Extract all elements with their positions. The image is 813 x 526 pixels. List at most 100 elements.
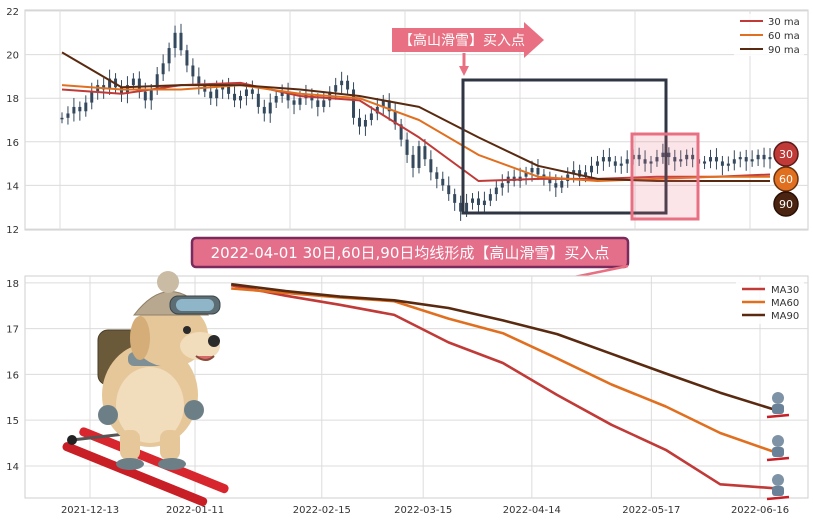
candle-body bbox=[167, 48, 171, 64]
candle-body bbox=[137, 78, 141, 92]
candle-body bbox=[714, 157, 718, 162]
candle-body bbox=[399, 124, 403, 140]
candle-body bbox=[720, 161, 724, 166]
top-y-tick-label: 18 bbox=[6, 94, 19, 105]
candle-body bbox=[703, 161, 707, 164]
goggles-lens bbox=[176, 299, 214, 311]
candle-body bbox=[548, 178, 552, 184]
bottom-x-tick-label: 2022-06-16 bbox=[731, 505, 789, 516]
legend-label-90ma: 90 ma bbox=[768, 45, 800, 56]
candle-body bbox=[179, 32, 183, 51]
candle-body bbox=[607, 157, 611, 162]
candle-body bbox=[679, 159, 683, 162]
skier-icon-2 bbox=[766, 435, 790, 462]
candle-body bbox=[363, 120, 367, 127]
arrow-shape bbox=[392, 22, 544, 58]
candle-body bbox=[619, 163, 623, 166]
bottom-y-tick-label: 16 bbox=[6, 370, 19, 381]
candle-body bbox=[352, 89, 356, 118]
top-y-tick-label: 22 bbox=[6, 7, 19, 18]
candle-body bbox=[685, 154, 689, 160]
bottom-x-tick-label: 2022-03-15 bbox=[394, 505, 452, 516]
candle-body bbox=[149, 89, 153, 101]
bottom-x-ticks: 2021-12-13 2022-01-11 2022-02-15 2022-03-15… bbox=[61, 505, 789, 516]
dog-ear bbox=[130, 316, 150, 360]
candle-body bbox=[387, 100, 391, 112]
bottom-y-tick-label: 14 bbox=[6, 462, 19, 473]
buy-point-label: 【高山滑雪】买入点 bbox=[399, 32, 525, 49]
dog-eye bbox=[183, 326, 191, 334]
downtrend-box bbox=[461, 78, 668, 215]
boot-left bbox=[116, 458, 144, 470]
legend-label-60ma: 60 ma bbox=[768, 31, 800, 42]
candle-body bbox=[649, 161, 653, 164]
candle-body bbox=[72, 106, 76, 114]
candle-body bbox=[292, 100, 296, 105]
candle-body bbox=[661, 152, 665, 158]
candle-body bbox=[60, 117, 64, 120]
candle-body bbox=[357, 117, 361, 127]
candle-body bbox=[762, 154, 766, 160]
candle-body bbox=[369, 113, 373, 120]
candle-body bbox=[405, 139, 409, 155]
candle-body bbox=[209, 91, 213, 99]
boot-right bbox=[158, 458, 186, 470]
candle-body bbox=[524, 172, 528, 177]
dog-mouth bbox=[195, 355, 215, 361]
badge-30 bbox=[773, 141, 799, 167]
candle-body bbox=[119, 87, 123, 94]
candle-body bbox=[340, 80, 344, 86]
banner-box bbox=[190, 236, 630, 269]
legend-label-ma60: MA60 bbox=[771, 298, 799, 309]
candle-body bbox=[244, 89, 248, 97]
bottom-x-tick-label: 2022-02-15 bbox=[293, 505, 351, 516]
candle-body bbox=[601, 157, 605, 162]
bottom-x-tick-label: 2022-04-14 bbox=[503, 505, 561, 516]
candle-body bbox=[726, 163, 730, 166]
dog-nose bbox=[208, 335, 220, 347]
candle-body bbox=[274, 96, 278, 103]
buy-point-arrow: 【高山滑雪】买入点 bbox=[392, 22, 544, 76]
bottom-y-tick-label: 18 bbox=[6, 279, 19, 290]
candle-body bbox=[155, 74, 159, 90]
bottom-y-tick-label: 17 bbox=[6, 325, 19, 336]
candle-body bbox=[108, 78, 112, 90]
top-y-tick-label: 16 bbox=[6, 138, 19, 149]
candle-body bbox=[411, 154, 415, 168]
candle-body bbox=[488, 194, 492, 201]
top-y-ticks: 12 14 16 18 20 22 bbox=[6, 7, 19, 236]
candle-body bbox=[90, 91, 94, 103]
candle-body bbox=[375, 106, 379, 114]
candle-body bbox=[143, 91, 147, 101]
candle-body bbox=[613, 161, 617, 166]
candle-body bbox=[560, 181, 564, 188]
top-y-tick-label: 12 bbox=[6, 225, 19, 236]
candle-body bbox=[84, 102, 88, 112]
candle-body bbox=[756, 154, 760, 160]
candle-body bbox=[500, 183, 504, 188]
bottom-panel: 14 15 16 17 18 2021-12-13 2022-01-11 2022-02-1… bbox=[6, 271, 809, 516]
top-y-tick-label: 14 bbox=[6, 181, 19, 192]
candle-body bbox=[750, 159, 754, 162]
candle-body bbox=[637, 154, 641, 160]
candle-body bbox=[417, 146, 421, 168]
candle-body bbox=[233, 93, 237, 101]
candle-body bbox=[578, 170, 582, 177]
dog-belly bbox=[116, 367, 184, 443]
candle-body bbox=[471, 198, 475, 203]
candle-body bbox=[447, 185, 451, 195]
banner-text: 2022-04-01 30日,60日,90日均线形成【高山滑雪】买入点 bbox=[211, 244, 610, 262]
legend-label-30ma: 30 ma bbox=[768, 17, 800, 28]
candle-body bbox=[625, 159, 629, 164]
candle-body bbox=[494, 187, 498, 195]
candle-body bbox=[709, 157, 713, 162]
candle-body bbox=[78, 106, 82, 112]
candle-body bbox=[453, 194, 457, 203]
badge-30-label: 30 bbox=[779, 148, 793, 161]
candle-body bbox=[768, 157, 772, 160]
candle-body bbox=[423, 146, 427, 160]
candle-body bbox=[173, 32, 177, 49]
candle-body bbox=[673, 157, 677, 162]
